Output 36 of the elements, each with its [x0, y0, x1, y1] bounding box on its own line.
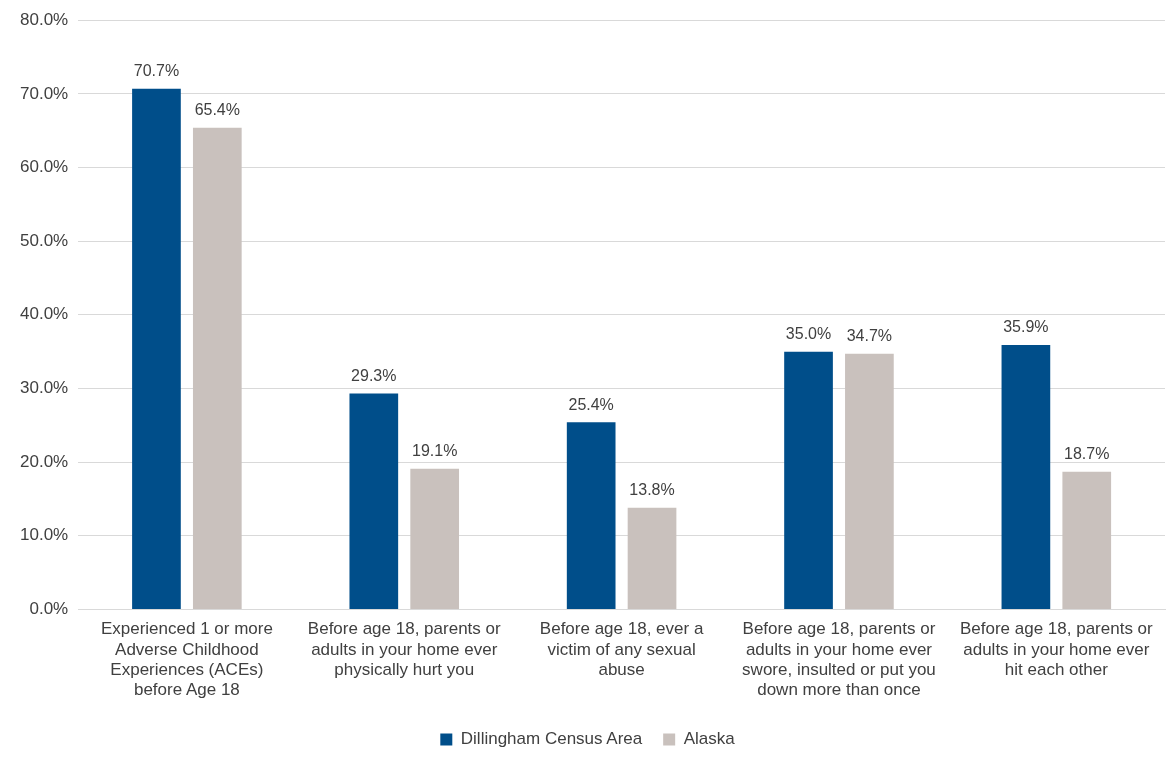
- y-tick-label: 70.0%: [20, 83, 69, 103]
- y-tick-label: 20.0%: [20, 451, 69, 471]
- bar: [132, 88, 181, 609]
- data-label: 18.7%: [1064, 445, 1110, 463]
- bar: [566, 422, 616, 609]
- data-label: 13.8%: [629, 481, 675, 499]
- x-tick-label: Before age 18, parents or adults in your home ever physically hurt you: [307, 619, 501, 680]
- data-label: 35.9%: [1003, 318, 1049, 336]
- data-label: 34.7%: [846, 327, 893, 345]
- data-label: 25.4%: [568, 395, 614, 413]
- y-tick-label: 60.0%: [20, 157, 69, 177]
- bar: [410, 468, 460, 609]
- y-tick-label: 10.0%: [20, 525, 69, 545]
- bar: [1001, 345, 1051, 609]
- x-tick-label: Experienced 1 or more Adverse Childhood Experiences (ACEs) before Age 18: [100, 619, 273, 700]
- data-label: 29.3%: [351, 367, 397, 385]
- y-tick-label: 80.0%: [20, 9, 69, 29]
- bar: [1062, 471, 1112, 609]
- y-tick-label: 40.0%: [20, 304, 69, 324]
- bar: [845, 353, 894, 609]
- data-label: 19.1%: [411, 442, 458, 460]
- x-tick-label: Before age 18, ever a victim of any sexual abuse: [539, 619, 704, 680]
- bar: [192, 127, 242, 609]
- data-label: 65.4%: [194, 101, 240, 119]
- x-tick-label: Before age 18, parents or adults in your home ever hit each other: [959, 619, 1154, 680]
- x-tick-label: Before age 18, parents or adults in your home ever swore, insulted or put you down more than once: [742, 619, 936, 700]
- bar: [627, 507, 677, 609]
- y-tick-label: 0.0%: [29, 599, 69, 619]
- legend-label: Alaska: [683, 729, 736, 749]
- y-tick-label: 30.0%: [20, 378, 69, 398]
- data-label: 70.7%: [133, 62, 180, 80]
- y-tick-label: 50.0%: [20, 230, 69, 250]
- bar: [349, 393, 399, 609]
- data-label: 35.0%: [785, 325, 832, 343]
- bar: [784, 351, 833, 609]
- legend-label: Dillingham Census Area: [460, 729, 643, 749]
